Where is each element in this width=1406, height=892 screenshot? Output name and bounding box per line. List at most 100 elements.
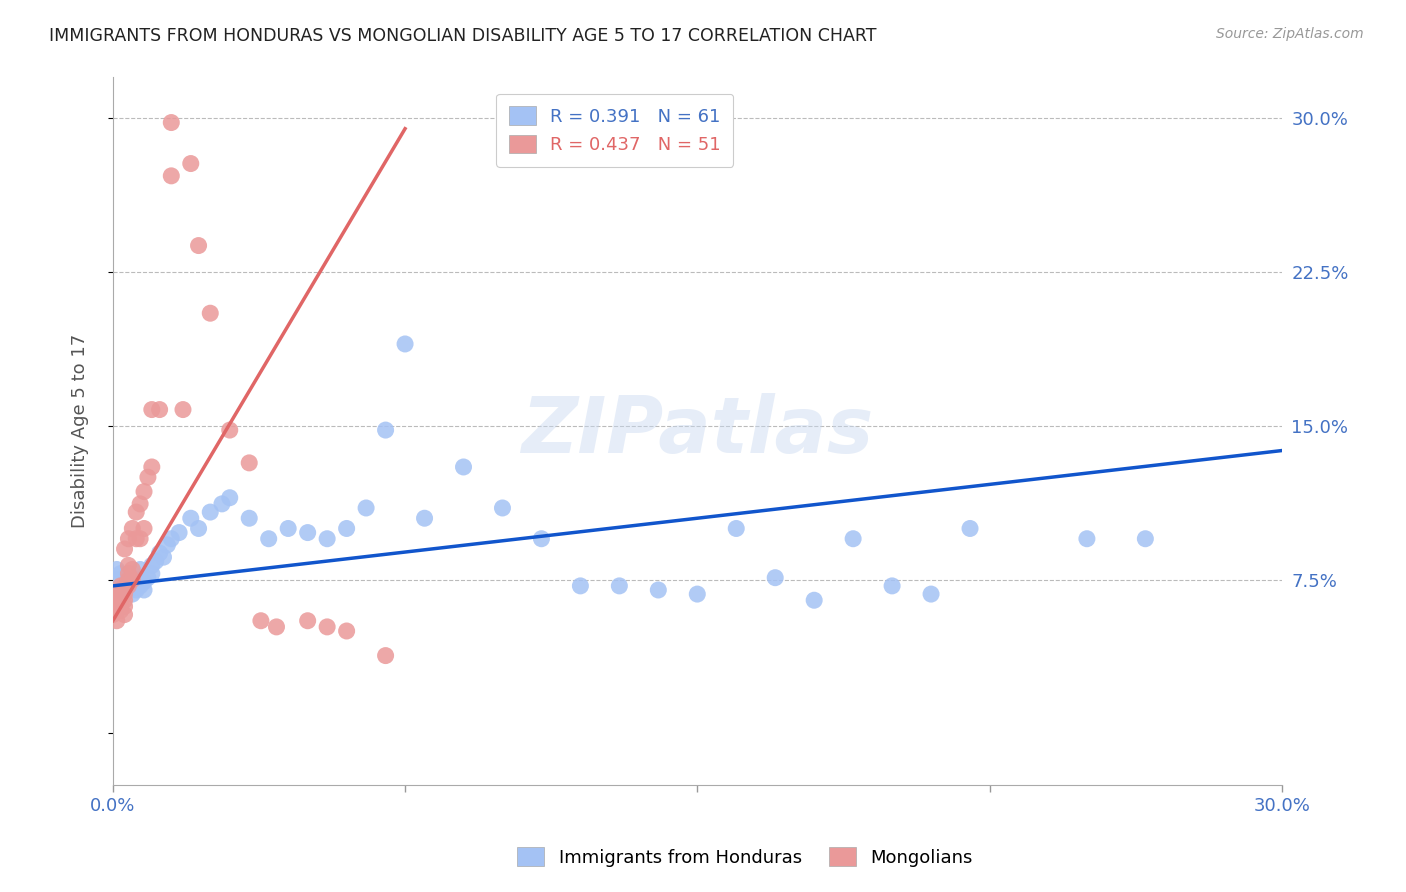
Point bbox=[132, 484, 155, 499]
Point bbox=[114, 579, 136, 593]
Point bbox=[187, 238, 209, 252]
Point bbox=[110, 598, 132, 612]
Point bbox=[105, 599, 128, 614]
Point bbox=[145, 554, 167, 568]
Point bbox=[277, 521, 299, 535]
Point bbox=[129, 579, 152, 593]
Point bbox=[297, 614, 319, 628]
Point bbox=[129, 497, 152, 511]
Point bbox=[105, 614, 128, 628]
Point bbox=[110, 566, 132, 581]
Point bbox=[141, 460, 163, 475]
Point bbox=[117, 532, 139, 546]
Point bbox=[156, 538, 179, 552]
Point bbox=[394, 337, 416, 351]
Point bbox=[686, 587, 709, 601]
Point bbox=[114, 587, 136, 601]
Point bbox=[413, 511, 436, 525]
Point bbox=[101, 599, 124, 614]
Point bbox=[125, 532, 148, 546]
Point bbox=[121, 577, 143, 591]
Point bbox=[114, 579, 136, 593]
Point bbox=[101, 607, 124, 622]
Point bbox=[114, 599, 136, 614]
Point bbox=[110, 579, 132, 593]
Point bbox=[129, 562, 152, 576]
Point bbox=[114, 571, 136, 585]
Legend: R = 0.391   N = 61, R = 0.437   N = 51: R = 0.391 N = 61, R = 0.437 N = 51 bbox=[496, 94, 734, 167]
Point bbox=[121, 562, 143, 576]
Point bbox=[803, 593, 825, 607]
Point bbox=[125, 573, 148, 587]
Point bbox=[125, 505, 148, 519]
Point bbox=[136, 470, 159, 484]
Point bbox=[110, 579, 132, 593]
Point bbox=[121, 587, 143, 601]
Point bbox=[132, 521, 155, 535]
Point bbox=[211, 497, 233, 511]
Point bbox=[105, 587, 128, 601]
Point bbox=[117, 579, 139, 593]
Point bbox=[160, 532, 183, 546]
Point bbox=[180, 511, 202, 525]
Point bbox=[354, 500, 377, 515]
Legend: Immigrants from Honduras, Mongolians: Immigrants from Honduras, Mongolians bbox=[510, 840, 980, 874]
Point bbox=[218, 423, 240, 437]
Point bbox=[121, 573, 143, 587]
Point bbox=[266, 620, 288, 634]
Point bbox=[110, 603, 132, 617]
Point bbox=[152, 550, 174, 565]
Point bbox=[136, 571, 159, 585]
Point bbox=[1076, 532, 1098, 546]
Point bbox=[105, 573, 128, 587]
Point bbox=[453, 460, 475, 475]
Point bbox=[250, 614, 273, 628]
Text: Source: ZipAtlas.com: Source: ZipAtlas.com bbox=[1216, 27, 1364, 41]
Point bbox=[297, 525, 319, 540]
Point bbox=[121, 581, 143, 595]
Point bbox=[114, 574, 136, 589]
Point bbox=[117, 566, 139, 581]
Point bbox=[117, 573, 139, 587]
Point bbox=[141, 558, 163, 573]
Point bbox=[920, 587, 942, 601]
Point bbox=[238, 511, 260, 525]
Point bbox=[110, 587, 132, 601]
Point bbox=[105, 562, 128, 576]
Point bbox=[880, 579, 903, 593]
Point bbox=[725, 521, 748, 535]
Point bbox=[105, 603, 128, 617]
Text: IMMIGRANTS FROM HONDURAS VS MONGOLIAN DISABILITY AGE 5 TO 17 CORRELATION CHART: IMMIGRANTS FROM HONDURAS VS MONGOLIAN DI… bbox=[49, 27, 877, 45]
Point bbox=[187, 521, 209, 535]
Point bbox=[141, 566, 163, 581]
Point bbox=[167, 525, 190, 540]
Point bbox=[114, 541, 136, 556]
Point bbox=[530, 532, 553, 546]
Point bbox=[200, 306, 222, 320]
Point bbox=[114, 587, 136, 601]
Point bbox=[101, 593, 124, 607]
Point bbox=[200, 505, 222, 519]
Point bbox=[125, 582, 148, 597]
Point bbox=[160, 169, 183, 183]
Point bbox=[842, 532, 865, 546]
Point bbox=[374, 648, 396, 663]
Point bbox=[959, 521, 981, 535]
Point bbox=[609, 579, 631, 593]
Point bbox=[763, 571, 786, 585]
Y-axis label: Disability Age 5 to 17: Disability Age 5 to 17 bbox=[72, 334, 89, 528]
Point bbox=[172, 402, 194, 417]
Point bbox=[569, 579, 592, 593]
Point bbox=[121, 521, 143, 535]
Point bbox=[336, 624, 359, 638]
Point bbox=[110, 582, 132, 597]
Point bbox=[238, 456, 260, 470]
Point bbox=[132, 574, 155, 589]
Point bbox=[117, 577, 139, 591]
Point bbox=[149, 546, 172, 560]
Point bbox=[491, 500, 513, 515]
Point bbox=[105, 593, 128, 607]
Point bbox=[180, 156, 202, 170]
Point bbox=[149, 402, 172, 417]
Point bbox=[316, 532, 339, 546]
